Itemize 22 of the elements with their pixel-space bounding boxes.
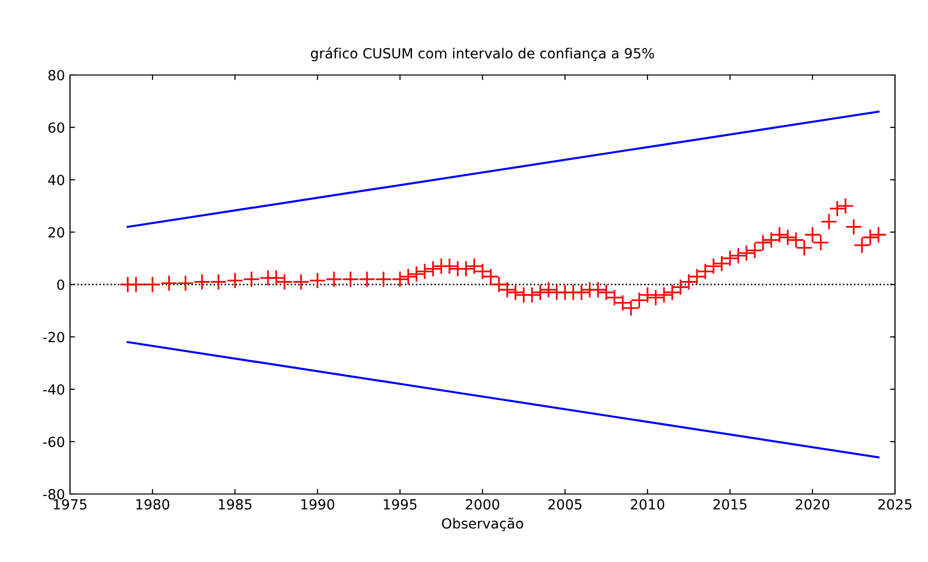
- x-tick-label: 2000: [466, 499, 500, 510]
- x-tick-label: 2015: [713, 499, 746, 510]
- x-tick-label: 1980: [136, 499, 170, 510]
- y-tick-label: -80: [43, 488, 64, 500]
- x-tick-label: 1990: [301, 499, 334, 510]
- x-tick-label: 2025: [878, 499, 912, 510]
- y-tick-label: 20: [48, 227, 64, 238]
- y-tick-label: 80: [48, 70, 64, 80]
- x-tick-label: 1975: [54, 499, 86, 510]
- x-tick-label: 2020: [796, 499, 830, 510]
- y-tick-label: 40: [48, 174, 64, 186]
- chart-title: gráfico CUSUM com intervalo de confiança a 95%: [310, 47, 654, 62]
- y-tick-label: -20: [43, 332, 64, 342]
- x-tick-label: 1995: [384, 499, 416, 510]
- y-tick-label: 0: [57, 279, 64, 290]
- x-tick-label: 1985: [218, 499, 252, 510]
- y-tick-label: -40: [43, 384, 64, 395]
- x-axis-title: Observação: [442, 518, 524, 532]
- y-tick-label: -60: [43, 436, 64, 448]
- y-tick-label: 60: [48, 122, 64, 133]
- x-tick-label: 2010: [630, 499, 664, 510]
- x-tick-label: 2005: [548, 499, 582, 510]
